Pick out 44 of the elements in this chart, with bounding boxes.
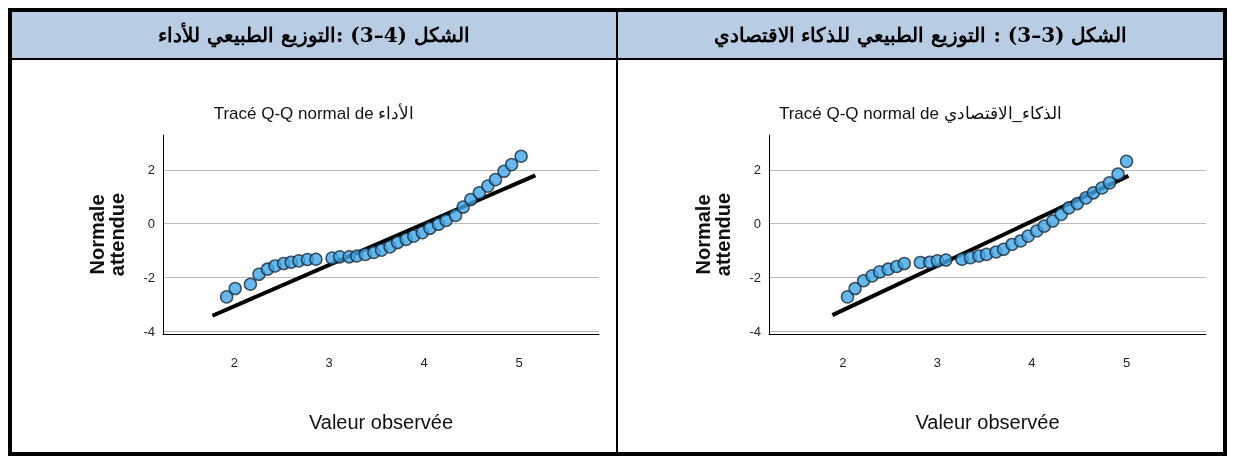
y-tick-label: -4 bbox=[749, 323, 761, 339]
point bbox=[488, 172, 503, 187]
point bbox=[309, 252, 323, 266]
x-tick-label: 3 bbox=[933, 355, 941, 370]
x-tick-label: 2 bbox=[230, 355, 238, 370]
point bbox=[939, 253, 953, 267]
x-tick-label: 3 bbox=[325, 355, 333, 370]
chart-title: الشكل (4–3) :التوزيع الطبيعي للأداء bbox=[12, 12, 616, 60]
x-axis-title: Valeur observée bbox=[915, 411, 1060, 433]
chart-subtitle: Tracé Q-Q normal de الأداء bbox=[213, 103, 415, 123]
x-axis-title: Valeur observée bbox=[308, 411, 454, 433]
y-tick-label: -2 bbox=[143, 270, 155, 286]
point bbox=[472, 186, 487, 200]
point bbox=[456, 200, 470, 214]
y-tick-label: -4 bbox=[143, 323, 155, 339]
y-tick-label: 0 bbox=[753, 216, 761, 232]
point bbox=[448, 208, 463, 223]
point bbox=[1119, 154, 1134, 169]
point bbox=[219, 290, 234, 304]
point bbox=[228, 281, 242, 296]
point bbox=[1111, 167, 1125, 181]
point bbox=[848, 281, 862, 296]
y-axis-title: Normale attendue bbox=[86, 192, 128, 277]
point bbox=[1046, 214, 1060, 228]
chart-title: الشكل (3–3) : التوزيع الطبيعي للذكاء الاقتصادي bbox=[618, 12, 1223, 60]
chart-subtitle: Tracé Q-Q normal de الذكاء_الاقتصادي bbox=[778, 104, 1063, 123]
point bbox=[840, 290, 855, 304]
y-tick-label: 0 bbox=[147, 216, 155, 232]
point bbox=[243, 277, 258, 291]
x-tick-label: 5 bbox=[1122, 355, 1131, 370]
x-tick-label: 2 bbox=[839, 355, 847, 370]
y-tick-label: 2 bbox=[753, 162, 761, 178]
y-tick-label: 2 bbox=[147, 162, 155, 178]
x-tick-label: 4 bbox=[1028, 355, 1036, 370]
point bbox=[464, 192, 478, 207]
x-tick-label: 5 bbox=[515, 355, 523, 370]
point bbox=[1102, 176, 1117, 190]
y-tick-label: -2 bbox=[749, 270, 761, 286]
point bbox=[504, 157, 519, 172]
point bbox=[897, 256, 912, 271]
point bbox=[439, 213, 453, 228]
y-axis-title: Normale attendue bbox=[692, 192, 734, 277]
point bbox=[514, 149, 528, 163]
x-tick-label: 4 bbox=[420, 355, 428, 370]
